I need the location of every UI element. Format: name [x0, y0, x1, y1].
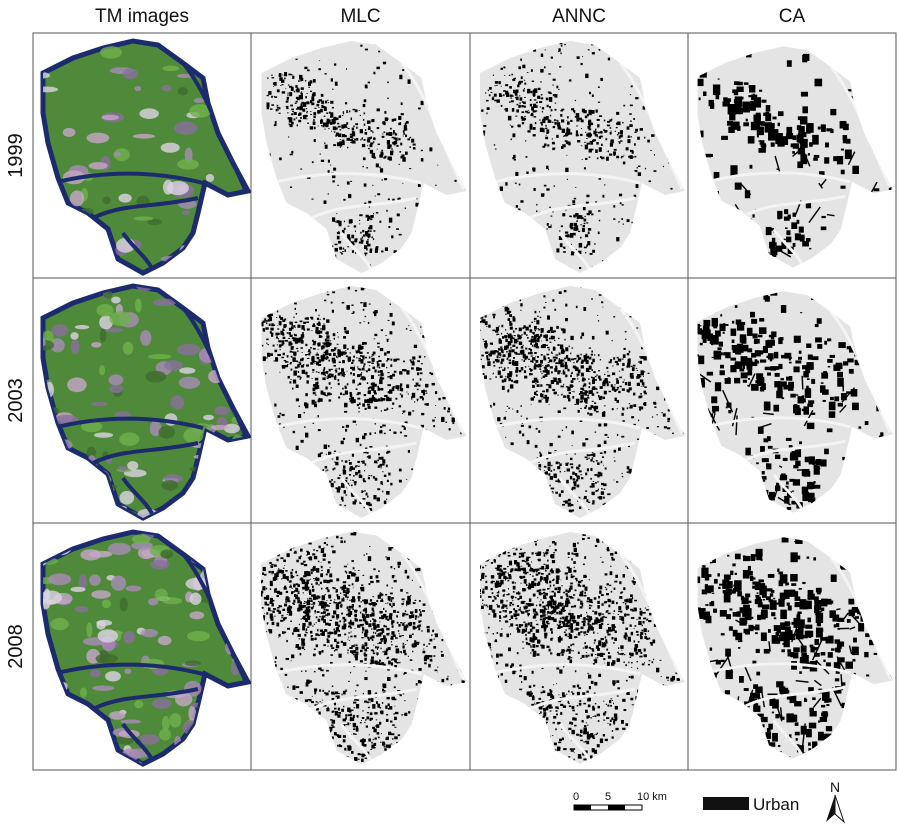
scale-bar: 0 5 10 km	[573, 791, 667, 810]
map-panel	[252, 278, 471, 525]
map-panel	[684, 531, 897, 767]
map-panel	[472, 34, 691, 281]
legend-swatch	[703, 797, 749, 810]
map-panel	[690, 285, 897, 523]
legend-label: Urban	[753, 795, 799, 814]
north-arrow: N	[826, 779, 844, 822]
column-header: MLC	[340, 6, 380, 27]
map-panel	[252, 33, 473, 280]
legend: Urban	[703, 795, 799, 814]
row-label: 2003	[5, 378, 27, 423]
map-panel	[466, 524, 691, 770]
map-panel	[26, 278, 256, 521]
map-panel	[470, 278, 691, 525]
column-header: CA	[779, 6, 806, 27]
row-label: 2008	[5, 624, 27, 669]
row-label: 1999	[5, 133, 27, 178]
scale-label: 0	[573, 791, 579, 803]
map-panel	[24, 521, 259, 776]
column-header: ANNC	[552, 6, 606, 27]
map-panel	[246, 523, 473, 772]
scale-label: 10 km	[637, 791, 667, 803]
map-panel	[678, 39, 897, 273]
north-label: N	[830, 779, 840, 795]
scale-label: 5	[605, 791, 611, 803]
column-header: TM images	[95, 6, 189, 27]
map-panel	[24, 31, 260, 282]
